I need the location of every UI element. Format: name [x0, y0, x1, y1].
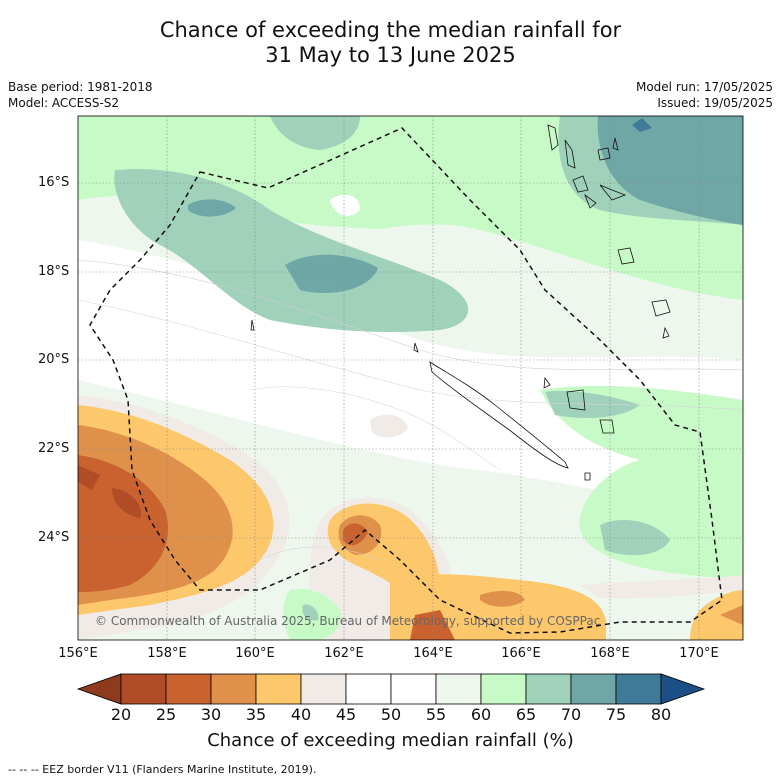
- lon-label-158e: 158°E: [147, 646, 187, 661]
- colorbar-tick-label: 50: [380, 705, 402, 724]
- colorbar-segment: [345, 673, 392, 705]
- colorbar-tick-label: 75: [605, 705, 627, 724]
- colorbar-segments: [76, 673, 706, 705]
- model-name: Model: ACCESS-S2: [8, 96, 120, 110]
- lon-label-162e: 162°E: [324, 646, 364, 661]
- colorbar-segment: [570, 673, 617, 705]
- colorbar-tick-label: 25: [155, 705, 177, 724]
- colorbar-tick-label: 65: [515, 705, 537, 724]
- issued-date: Issued: 19/05/2025: [657, 96, 773, 110]
- colorbar-extend-low: [76, 673, 122, 705]
- colorbar-segment: [525, 673, 572, 705]
- lon-label-166e: 166°E: [501, 646, 541, 661]
- new-caledonia-coast: [429, 361, 569, 469]
- colorbar-tick-label: 35: [245, 705, 267, 724]
- colorbar-extend-high: [660, 673, 706, 705]
- eez-border: [89, 127, 723, 634]
- lon-label-168e: 168°E: [590, 646, 630, 661]
- lat-label-22s: 22°S: [38, 441, 70, 456]
- lat-label-16s: 16°S: [38, 175, 70, 190]
- colorbar-segment: [615, 673, 662, 705]
- copyright-notice: © Commonwealth of Australia 2025, Bureau…: [95, 614, 601, 628]
- colorbar-segment: [480, 673, 527, 705]
- map-frame: [77, 115, 744, 641]
- base-period-info: Base period: 1981-2018 Model: ACCESS-S2: [8, 79, 153, 111]
- colorbar-label: Chance of exceeding median rainfall (%): [207, 730, 574, 751]
- title-line-1: Chance of exceeding the median rainfall …: [159, 18, 622, 42]
- model-run-info: Model run: 17/05/2025 Issued: 19/05/2025: [636, 79, 773, 111]
- lon-label-160e: 160°E: [235, 646, 275, 661]
- colorbar-segment: [210, 673, 257, 705]
- colorbar-segment: [300, 673, 347, 705]
- colorbar-tick-label: 30: [200, 705, 222, 724]
- lat-label-18s: 18°S: [38, 264, 70, 279]
- title-line-2: 31 May to 13 June 2025: [265, 43, 516, 67]
- colorbar-tick-label: 45: [335, 705, 357, 724]
- lat-label-24s: 24°S: [38, 530, 70, 545]
- lat-label-20s: 20°S: [38, 352, 70, 367]
- colorbar-tick-label: 80: [650, 705, 672, 724]
- coastlines: [250, 124, 671, 481]
- lon-label-164e: 164°E: [413, 646, 453, 661]
- eez-legend-note: -- -- -- EEZ border V11 (Flanders Marine…: [8, 763, 317, 776]
- colorbar-segment: [165, 673, 212, 705]
- colorbar-tick-label: 60: [470, 705, 492, 724]
- rainfall-shading: [78, 116, 743, 640]
- colorbar-tick-label: 70: [560, 705, 582, 724]
- colorbar-tick-label: 20: [110, 705, 132, 724]
- colorbar-segment: [255, 673, 302, 705]
- colorbar-tick-label: 55: [425, 705, 447, 724]
- colorbar-segment: [435, 673, 482, 705]
- lon-label-170e: 170°E: [679, 646, 719, 661]
- colorbar-segment: [120, 673, 167, 705]
- base-period: Base period: 1981-2018: [8, 80, 153, 94]
- graticule: [78, 116, 743, 640]
- colorbar-tick-label: 40: [290, 705, 312, 724]
- lon-label-156e: 156°E: [58, 646, 98, 661]
- model-run: Model run: 17/05/2025: [635, 80, 773, 94]
- colorbar-segment: [390, 673, 437, 705]
- map-title: Chance of exceeding the median rainfall …: [0, 18, 781, 68]
- vanuatu-coast: [547, 124, 559, 151]
